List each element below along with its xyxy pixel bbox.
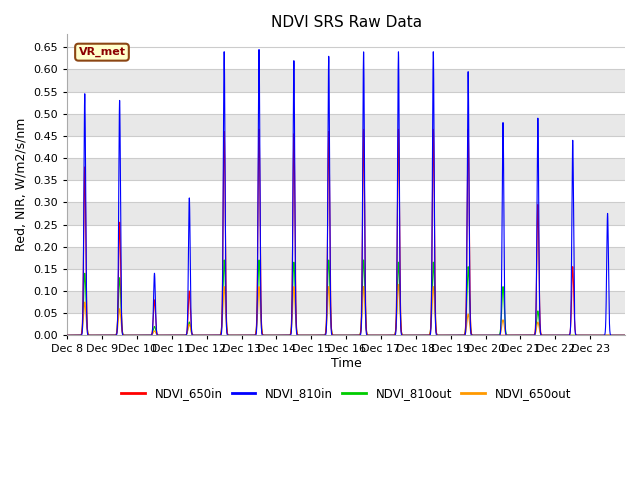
X-axis label: Time: Time [331,357,362,370]
Text: VR_met: VR_met [79,47,125,57]
Bar [67,47,625,70]
Bar [67,114,625,136]
Bar [67,92,625,114]
Bar [67,136,625,158]
Bar [67,313,625,336]
Bar [67,180,625,203]
Bar [67,158,625,180]
Y-axis label: Red, NIR, W/m2/s/nm: Red, NIR, W/m2/s/nm [15,118,28,252]
Bar [67,225,625,247]
Bar [67,203,625,225]
Title: NDVI SRS Raw Data: NDVI SRS Raw Data [271,15,422,30]
Bar [67,291,625,313]
Bar [67,247,625,269]
Bar [67,269,625,291]
Bar [67,70,625,92]
Legend: NDVI_650in, NDVI_810in, NDVI_810out, NDVI_650out: NDVI_650in, NDVI_810in, NDVI_810out, NDV… [116,382,575,405]
